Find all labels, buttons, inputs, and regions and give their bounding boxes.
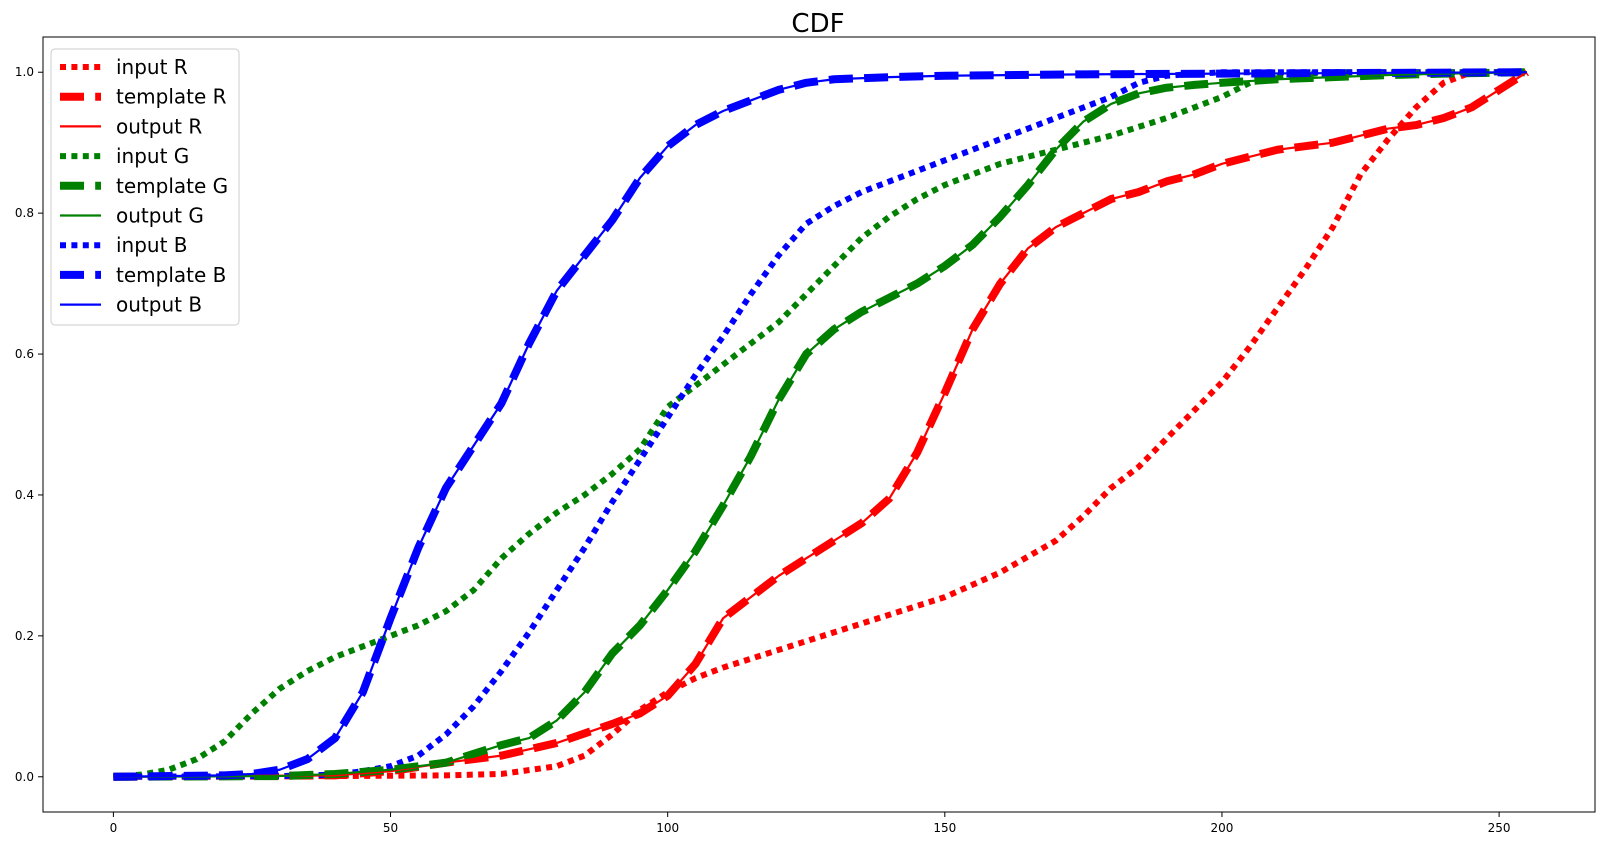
x-tick-label: 150	[933, 821, 956, 835]
x-tick-label: 50	[383, 821, 398, 835]
series-line-input-r	[113, 69, 1527, 780]
axis-ticks: 0 50 100 150 200 250 0.0 0.2 0.4 0.6 0.8 1.0	[15, 65, 1511, 835]
x-tick-label: 100	[656, 821, 679, 835]
chart-title: CDF	[791, 9, 844, 39]
y-tick-label: 0.0	[15, 770, 34, 784]
legend-label: template G	[116, 174, 228, 198]
x-tick-label: 0	[110, 821, 118, 835]
legend: input R template R output R input G template…	[50, 48, 240, 326]
legend-label: output B	[116, 293, 202, 317]
legend-label: output R	[116, 114, 202, 138]
legend-label: input B	[116, 233, 188, 257]
legend-box	[50, 48, 240, 326]
legend-label: template B	[116, 263, 226, 287]
legend-label: template R	[116, 85, 227, 109]
axes-frame	[42, 36, 1596, 813]
legend-label: output G	[116, 204, 204, 228]
series-line-output-b	[113, 71, 1527, 778]
series-line-output-r	[113, 71, 1528, 778]
plot-area	[113, 68, 1529, 781]
y-tick-label: 0.2	[15, 629, 34, 643]
y-tick-label: 0.6	[15, 347, 34, 361]
series-line-input-b	[113, 69, 1527, 780]
legend-label: input G	[116, 144, 189, 168]
x-tick-label: 250	[1488, 821, 1511, 835]
y-tick-label: 1.0	[15, 65, 34, 79]
series-line-output-g	[113, 71, 1527, 778]
x-tick-label: 200	[1211, 821, 1234, 835]
y-tick-label: 0.4	[15, 488, 34, 502]
y-tick-label: 0.8	[15, 206, 34, 220]
legend-label: input R	[116, 55, 188, 79]
